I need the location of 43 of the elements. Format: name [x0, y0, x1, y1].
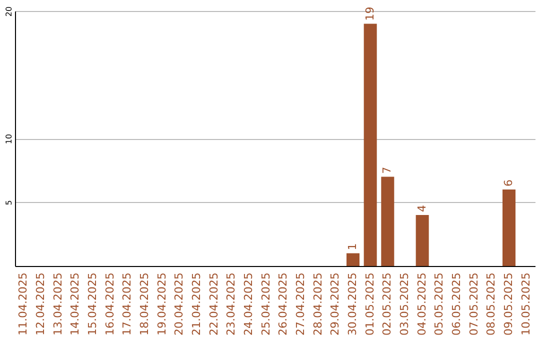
x-tick-label: 08.05.2025	[484, 272, 498, 336]
data-label: 4	[415, 205, 428, 212]
x-tick-label: 26.04.2025	[276, 272, 290, 336]
y-tick-label: 20	[4, 6, 14, 17]
x-tick-label: 22.04.2025	[207, 272, 220, 336]
bar	[502, 190, 516, 266]
x-tick-label: 13.04.2025	[51, 272, 64, 336]
bar	[416, 215, 429, 266]
x-tick-label: 04.05.2025	[415, 272, 428, 336]
x-tick-label: 23.04.2025	[224, 272, 238, 336]
x-tick-label: 15.04.2025	[86, 272, 99, 336]
data-label: 19	[363, 6, 376, 21]
x-tick-label: 29.04.2025	[328, 272, 342, 336]
x-tick-label: 17.04.2025	[120, 272, 134, 336]
x-tick-label: 27.04.2025	[294, 272, 307, 336]
x-tick-label: 09.05.2025	[502, 272, 515, 336]
x-tick-label: 20.04.2025	[172, 272, 186, 336]
data-label: 7	[380, 166, 394, 174]
x-tick-label: 10.05.2025	[519, 272, 532, 336]
x-tick-label: 14.04.2025	[68, 272, 82, 336]
x-tick-label: 21.04.2025	[190, 272, 203, 336]
x-tick-label: 19.04.2025	[155, 272, 168, 336]
bar	[381, 176, 394, 266]
x-tick-label: 03.05.2025	[398, 272, 411, 336]
x-tick-label: 11.04.2025	[16, 272, 30, 336]
x-tick-label: 07.05.2025	[467, 272, 480, 336]
x-tick-label: 25.04.2025	[259, 272, 272, 336]
data-label: 6	[502, 180, 515, 186]
bar	[346, 253, 360, 266]
x-tick-label: 28.04.2025	[311, 272, 324, 336]
x-tick-label: 06.05.2025	[450, 272, 463, 336]
x-tick-label: 05.05.2025	[432, 272, 446, 336]
x-tick-label: 24.04.2025	[242, 272, 255, 336]
x-tick-label: 01.05.2025	[363, 272, 376, 336]
data-label: 1	[346, 243, 359, 250]
y-tick-label: 5	[4, 200, 14, 206]
x-tick-label: 18.04.2025	[138, 272, 151, 336]
x-tick-label: 12.04.2025	[34, 272, 47, 336]
bar	[364, 24, 377, 266]
x-tick-label: 16.04.2025	[103, 272, 116, 336]
x-tick-label: 30.04.2025	[346, 272, 359, 336]
y-tick-label: 10	[4, 134, 14, 144]
x-tick-label: 02.05.2025	[380, 272, 394, 336]
